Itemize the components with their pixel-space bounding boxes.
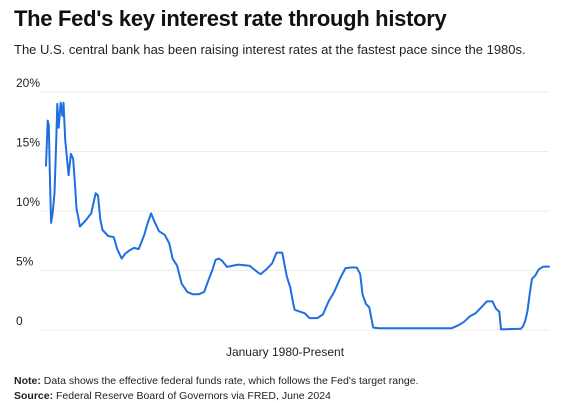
note-label: Note: bbox=[14, 375, 41, 387]
note-line: Note: Data shows the effective federal f… bbox=[14, 374, 419, 389]
series-layer bbox=[45, 101, 550, 331]
y-tick-label: 0 bbox=[16, 314, 23, 328]
source-line: Source: Federal Reserve Board of Governo… bbox=[14, 389, 419, 404]
y-tick-label: 15% bbox=[16, 136, 40, 150]
y-tick-label: 5% bbox=[16, 255, 34, 269]
y-tick-label: 20% bbox=[16, 78, 40, 90]
note-text: Data shows the effective federal funds r… bbox=[40, 375, 419, 387]
y-tick-label: 10% bbox=[16, 195, 40, 209]
source-text: Federal Reserve Board of Governors via F… bbox=[53, 390, 331, 402]
line-chart: 0 5% 10% 15% 20% January 1980-Present bbox=[16, 78, 550, 359]
y-axis-ticks: 0 5% 10% 15% 20% bbox=[16, 78, 40, 328]
source-label: Source: bbox=[14, 390, 54, 402]
x-axis-label: January 1980-Present bbox=[226, 345, 345, 359]
gridlines bbox=[40, 91, 549, 331]
series-line bbox=[45, 101, 550, 331]
chart-subtitle: The U.S. central bank has been raising i… bbox=[14, 42, 526, 57]
chart-notes: Note: Data shows the effective federal f… bbox=[14, 374, 419, 404]
chart-title: The Fed's key interest rate through hist… bbox=[14, 6, 447, 31]
